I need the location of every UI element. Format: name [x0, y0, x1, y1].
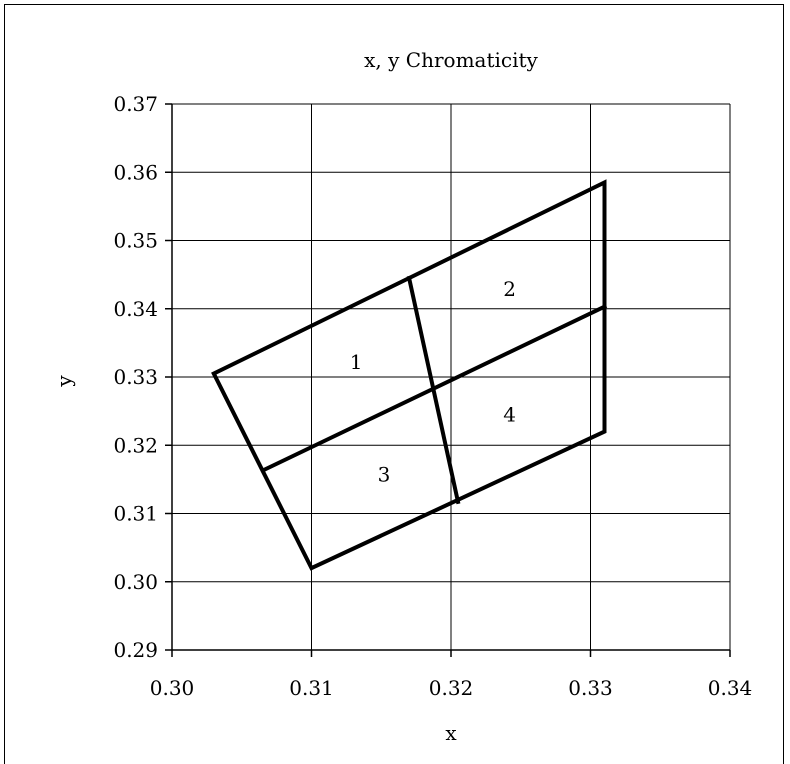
x-tick-label: 0.33 [568, 676, 613, 700]
x-tick-labels: 0.30 0.31 0.32 0.33 0.34 [150, 676, 753, 700]
y-tick-label: 0.37 [113, 92, 158, 116]
region-labels: 1 2 3 4 [350, 277, 516, 487]
region-label-1: 1 [350, 350, 363, 374]
y-tick-label: 0.29 [113, 638, 158, 662]
x-tick-label: 0.31 [289, 676, 334, 700]
chromaticity-chart: x, y Chromaticity 0.290.300.310.320.330.… [52, 48, 753, 745]
y-tick-label: 0.32 [113, 433, 158, 457]
region-label-3: 3 [378, 463, 391, 487]
y-tick-labels: 0.29 0.30 0.31 0.32 0.33 0.34 0.35 0.36 0.37 [113, 92, 158, 662]
y-tick-label: 0.35 [113, 229, 158, 253]
axes [165, 103, 731, 657]
series-line-3 [406, 275, 461, 505]
y-tick-label: 0.30 [113, 570, 158, 594]
region-label-2: 2 [503, 277, 516, 301]
y-tick-label: 0.36 [113, 160, 158, 184]
region-label-4: 4 [503, 403, 516, 427]
series-lines [211, 179, 608, 571]
x-tick-label: 0.32 [429, 676, 474, 700]
x-axis-label: x [445, 721, 457, 745]
y-tick-label: 0.34 [113, 297, 158, 321]
series-line-1 [211, 179, 607, 571]
x-tick-label: 0.30 [150, 676, 195, 700]
y-tick-label: 0.31 [113, 502, 158, 526]
y-axis-label: y [52, 375, 76, 388]
x-tick-label: 0.34 [708, 676, 753, 700]
chart-title: x, y Chromaticity [364, 48, 538, 72]
grid-lines [171, 103, 731, 651]
chart-frame: x, y Chromaticity 0.29 0.30 0.31 0.32 0.33 0.… [4, 4, 784, 764]
y-tick-label: 0.33 [113, 365, 158, 389]
